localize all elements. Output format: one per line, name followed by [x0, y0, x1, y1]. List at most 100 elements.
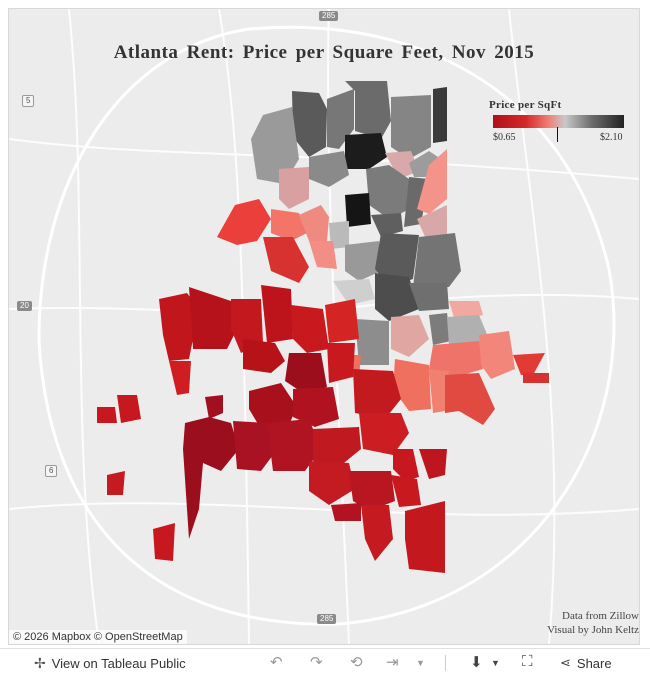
neighborhood[interactable] — [479, 331, 515, 379]
neighborhood[interactable] — [327, 89, 354, 149]
neighborhood[interactable] — [309, 241, 337, 269]
neighborhood[interactable] — [375, 273, 419, 321]
neighborhood[interactable] — [293, 387, 339, 427]
neighborhood[interactable] — [292, 91, 327, 157]
neighborhood[interactable] — [366, 165, 414, 219]
visual-credit: Visual by John Keltz — [547, 624, 639, 636]
perimeter-highway — [37, 25, 616, 626]
map-attribution[interactable]: © 2026 Mapbox © OpenStreetMap — [9, 630, 187, 644]
neighborhood[interactable] — [513, 353, 545, 375]
neighborhood[interactable] — [249, 383, 297, 429]
toolbar-divider — [445, 655, 446, 671]
neighborhood[interactable] — [291, 305, 329, 353]
neighborhood[interactable] — [375, 233, 419, 287]
neighborhood[interactable] — [327, 343, 355, 383]
neighborhood[interactable] — [183, 417, 239, 539]
neighborhood[interactable] — [153, 523, 175, 561]
neighborhood[interactable] — [333, 279, 375, 305]
map-canvas[interactable] — [9, 9, 639, 644]
neighborhood[interactable] — [419, 449, 447, 479]
share-icon: ⋖ — [560, 655, 571, 670]
neighborhood[interactable] — [329, 221, 349, 249]
neighborhood[interactable] — [345, 193, 371, 227]
legend-title: Price per SqFt — [489, 99, 562, 111]
share-label: Share — [576, 655, 612, 671]
neighborhoods-south[interactable] — [97, 285, 447, 573]
route-6-shield: 6 — [45, 465, 58, 477]
neighborhood[interactable] — [117, 395, 141, 423]
neighborhood[interactable] — [285, 353, 327, 393]
neighborhood[interactable] — [233, 421, 273, 471]
neighborhoods-north[interactable] — [251, 81, 461, 321]
neighborhood[interactable] — [361, 505, 393, 561]
neighborhood[interactable] — [413, 233, 461, 287]
neighborhood[interactable] — [405, 501, 445, 573]
neighborhood[interactable] — [261, 285, 293, 343]
neighborhood[interactable] — [309, 151, 349, 187]
neighborhood[interactable] — [189, 287, 239, 349]
neighborhood[interactable] — [263, 237, 309, 283]
neighborhood[interactable] — [279, 167, 309, 209]
legend-marker — [557, 127, 558, 142]
share-button[interactable]: ⋖ Share — [560, 655, 612, 671]
download-dropdown-icon[interactable]: ▼ — [491, 658, 500, 668]
interstate-285-shield-top: 285 — [319, 11, 339, 21]
neighborhood[interactable] — [429, 369, 449, 413]
fullscreen-icon[interactable]: ⛶ — [522, 653, 533, 670]
neighborhood[interactable] — [433, 87, 447, 143]
neighborhood[interactable] — [417, 149, 447, 214]
neighborhood[interactable] — [107, 471, 125, 495]
neighborhood[interactable] — [445, 373, 495, 425]
neighborhood[interactable] — [299, 205, 329, 241]
neighborhood[interactable] — [345, 81, 391, 139]
download-icon[interactable]: ⬇ — [470, 654, 483, 671]
neighborhood[interactable] — [251, 107, 299, 184]
neighborhood[interactable] — [355, 319, 389, 365]
neighborhood[interactable] — [231, 299, 263, 353]
map-frame[interactable]: 5 6 20 285 285 Atlanta Rent: Price per S… — [8, 8, 640, 645]
neighborhood[interactable] — [325, 299, 359, 343]
neighborhood[interactable] — [417, 205, 447, 241]
neighborhood[interactable] — [331, 503, 361, 521]
refresh-dropdown-icon[interactable]: ▼ — [416, 658, 425, 668]
neighborhood[interactable] — [371, 213, 403, 237]
redo-icon[interactable]: ↷ — [310, 654, 323, 671]
neighborhood[interactable] — [409, 283, 449, 311]
neighborhood[interactable] — [429, 341, 483, 379]
map-title: Atlanta Rent: Price per Square Feet, Nov… — [113, 42, 535, 63]
data-credit: Data from Zillow — [562, 610, 639, 622]
tableau-logo-icon: ✢ — [34, 655, 46, 671]
neighborhood[interactable] — [267, 419, 321, 471]
neighborhood[interactable] — [271, 209, 307, 241]
neighborhood[interactable] — [345, 241, 381, 281]
neighborhood[interactable] — [243, 339, 285, 373]
neighborhood[interactable] — [205, 395, 223, 419]
neighborhood[interactable] — [447, 315, 489, 349]
neighborhood[interactable] — [313, 427, 361, 467]
revert-icon[interactable]: ⟲ — [350, 654, 363, 671]
neighborhood[interactable] — [349, 471, 395, 511]
neighborhood[interactable] — [97, 407, 117, 423]
neighborhood[interactable] — [393, 449, 419, 481]
neighborhood[interactable] — [391, 95, 431, 159]
legend-color-ramp[interactable] — [493, 115, 624, 128]
neighborhood[interactable] — [523, 373, 549, 383]
neighborhood[interactable] — [159, 293, 199, 361]
undo-icon[interactable]: ↶ — [270, 654, 283, 671]
neighborhood[interactable] — [391, 475, 421, 507]
interstate-285-shield-bottom: 285 — [317, 614, 337, 624]
refresh-icon[interactable]: ⇥ — [386, 654, 399, 671]
neighborhood[interactable] — [169, 361, 191, 395]
neighborhood[interactable] — [217, 199, 271, 245]
neighborhood[interactable] — [309, 461, 355, 505]
neighborhood[interactable] — [429, 313, 451, 345]
neighborhood[interactable] — [353, 369, 401, 419]
neighborhood[interactable] — [385, 151, 419, 179]
tableau-toolbar: ✢ View on Tableau Public ↶ ↷ ⟲ ⇥ ▼ ⬇ ▼ ⛶… — [0, 648, 650, 678]
view-on-tableau-label: View on Tableau Public — [51, 656, 186, 671]
neighborhood[interactable] — [345, 133, 387, 169]
neighborhood[interactable] — [359, 413, 409, 455]
neighborhood[interactable] — [393, 359, 431, 411]
neighborhood[interactable] — [391, 315, 429, 357]
view-on-tableau-link[interactable]: ✢ View on Tableau Public — [34, 655, 186, 672]
